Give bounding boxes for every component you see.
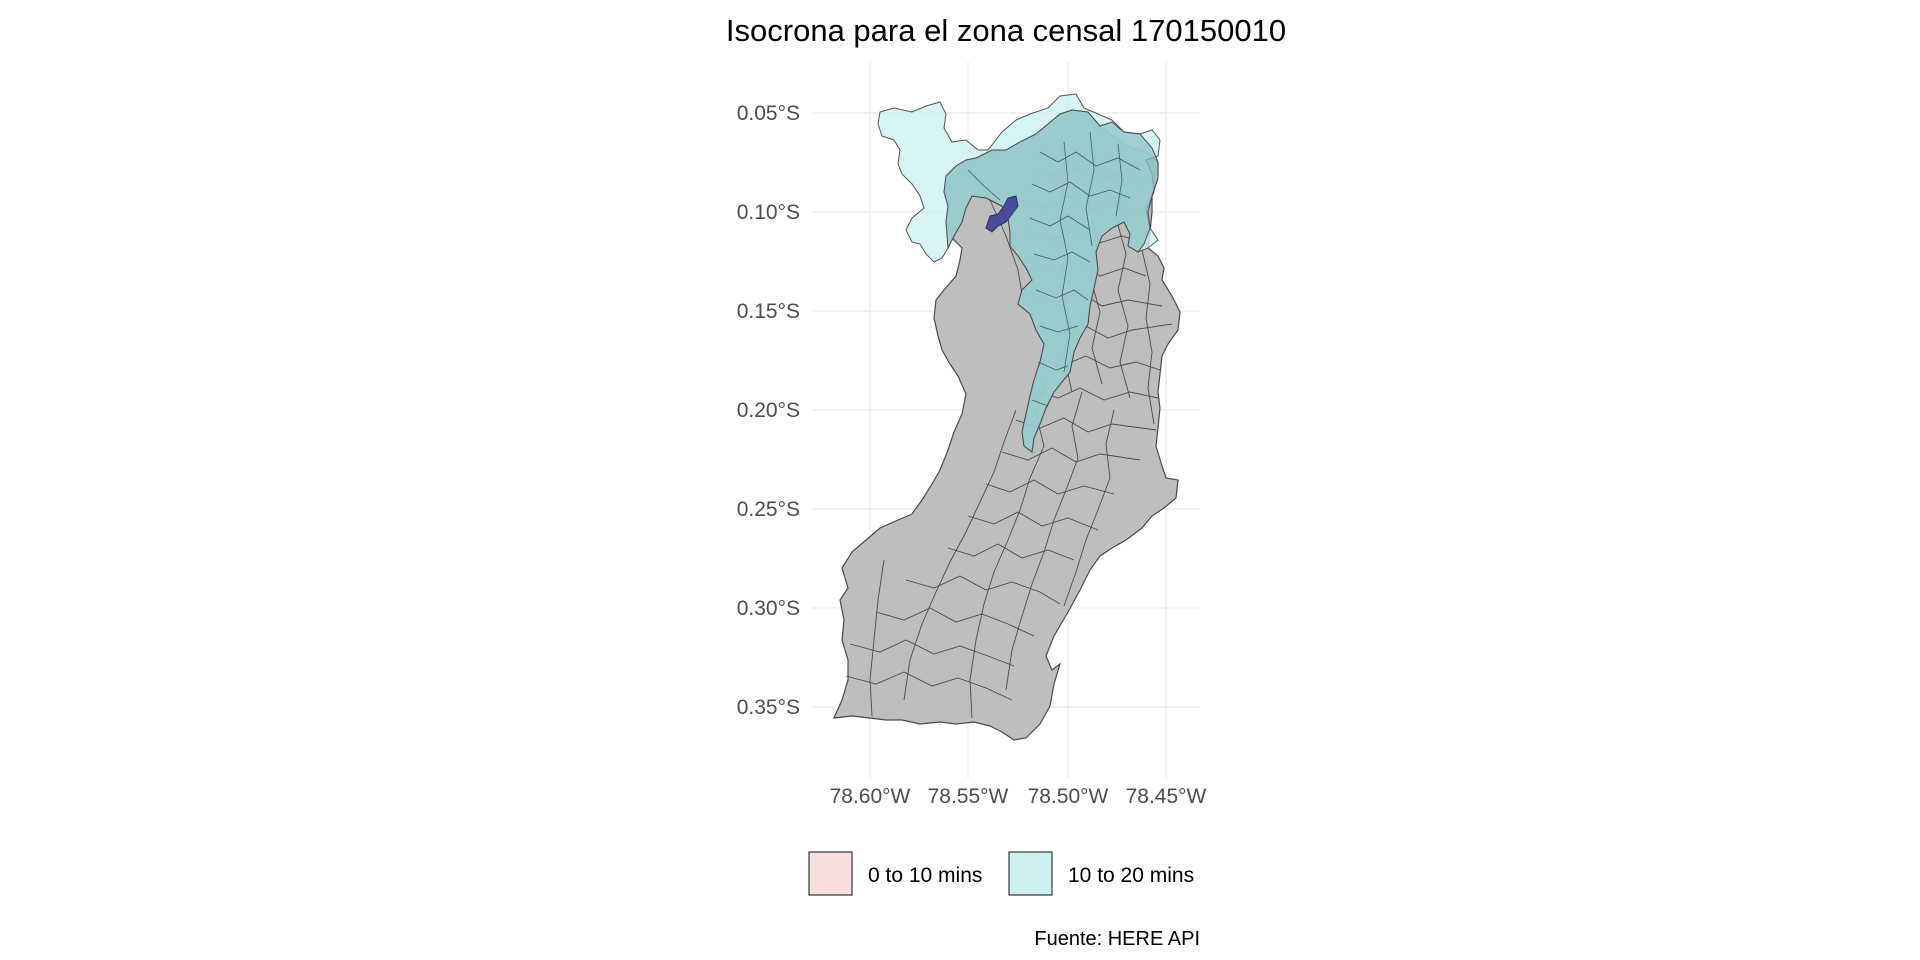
x-axis-labels: 78.60°W 78.55°W 78.50°W 78.45°W — [830, 785, 1207, 808]
legend-key-0-to-10 — [808, 851, 853, 896]
y-axis-labels: 0.05°S 0.10°S 0.15°S 0.20°S 0.25°S 0.30°… — [737, 102, 800, 719]
y-tick-label: 0.30°S — [737, 597, 800, 620]
y-tick-label: 0.05°S — [737, 102, 800, 125]
y-tick-label: 0.25°S — [737, 498, 800, 521]
x-tick-label: 78.60°W — [830, 785, 911, 808]
x-tick-label: 78.55°W — [928, 785, 1009, 808]
overlap-zone-boundaries — [967, 131, 1141, 407]
y-tick-label: 0.10°S — [737, 201, 800, 224]
x-tick-label: 78.50°W — [1028, 785, 1109, 808]
y-tick-label: 0.20°S — [737, 399, 800, 422]
legend-label-0-to-10: 0 to 10 mins — [868, 864, 982, 887]
y-tick-label: 0.35°S — [737, 696, 800, 719]
legend-key-10-to-20 — [1008, 851, 1053, 896]
origin-census-zone — [985, 195, 1019, 233]
y-tick-label: 0.15°S — [737, 300, 800, 323]
map-title: Isocrona para el zona censal 170150010 — [726, 13, 1286, 48]
x-tick-label: 78.45°W — [1126, 785, 1207, 808]
isochrone-district-overlap — [943, 109, 1159, 453]
legend-label-10-to-20: 10 to 20 mins — [1068, 864, 1194, 887]
legend: 0 to 10 mins 10 to 20 mins — [808, 851, 1194, 896]
map-caption: Fuente: HERE API — [1034, 928, 1200, 950]
